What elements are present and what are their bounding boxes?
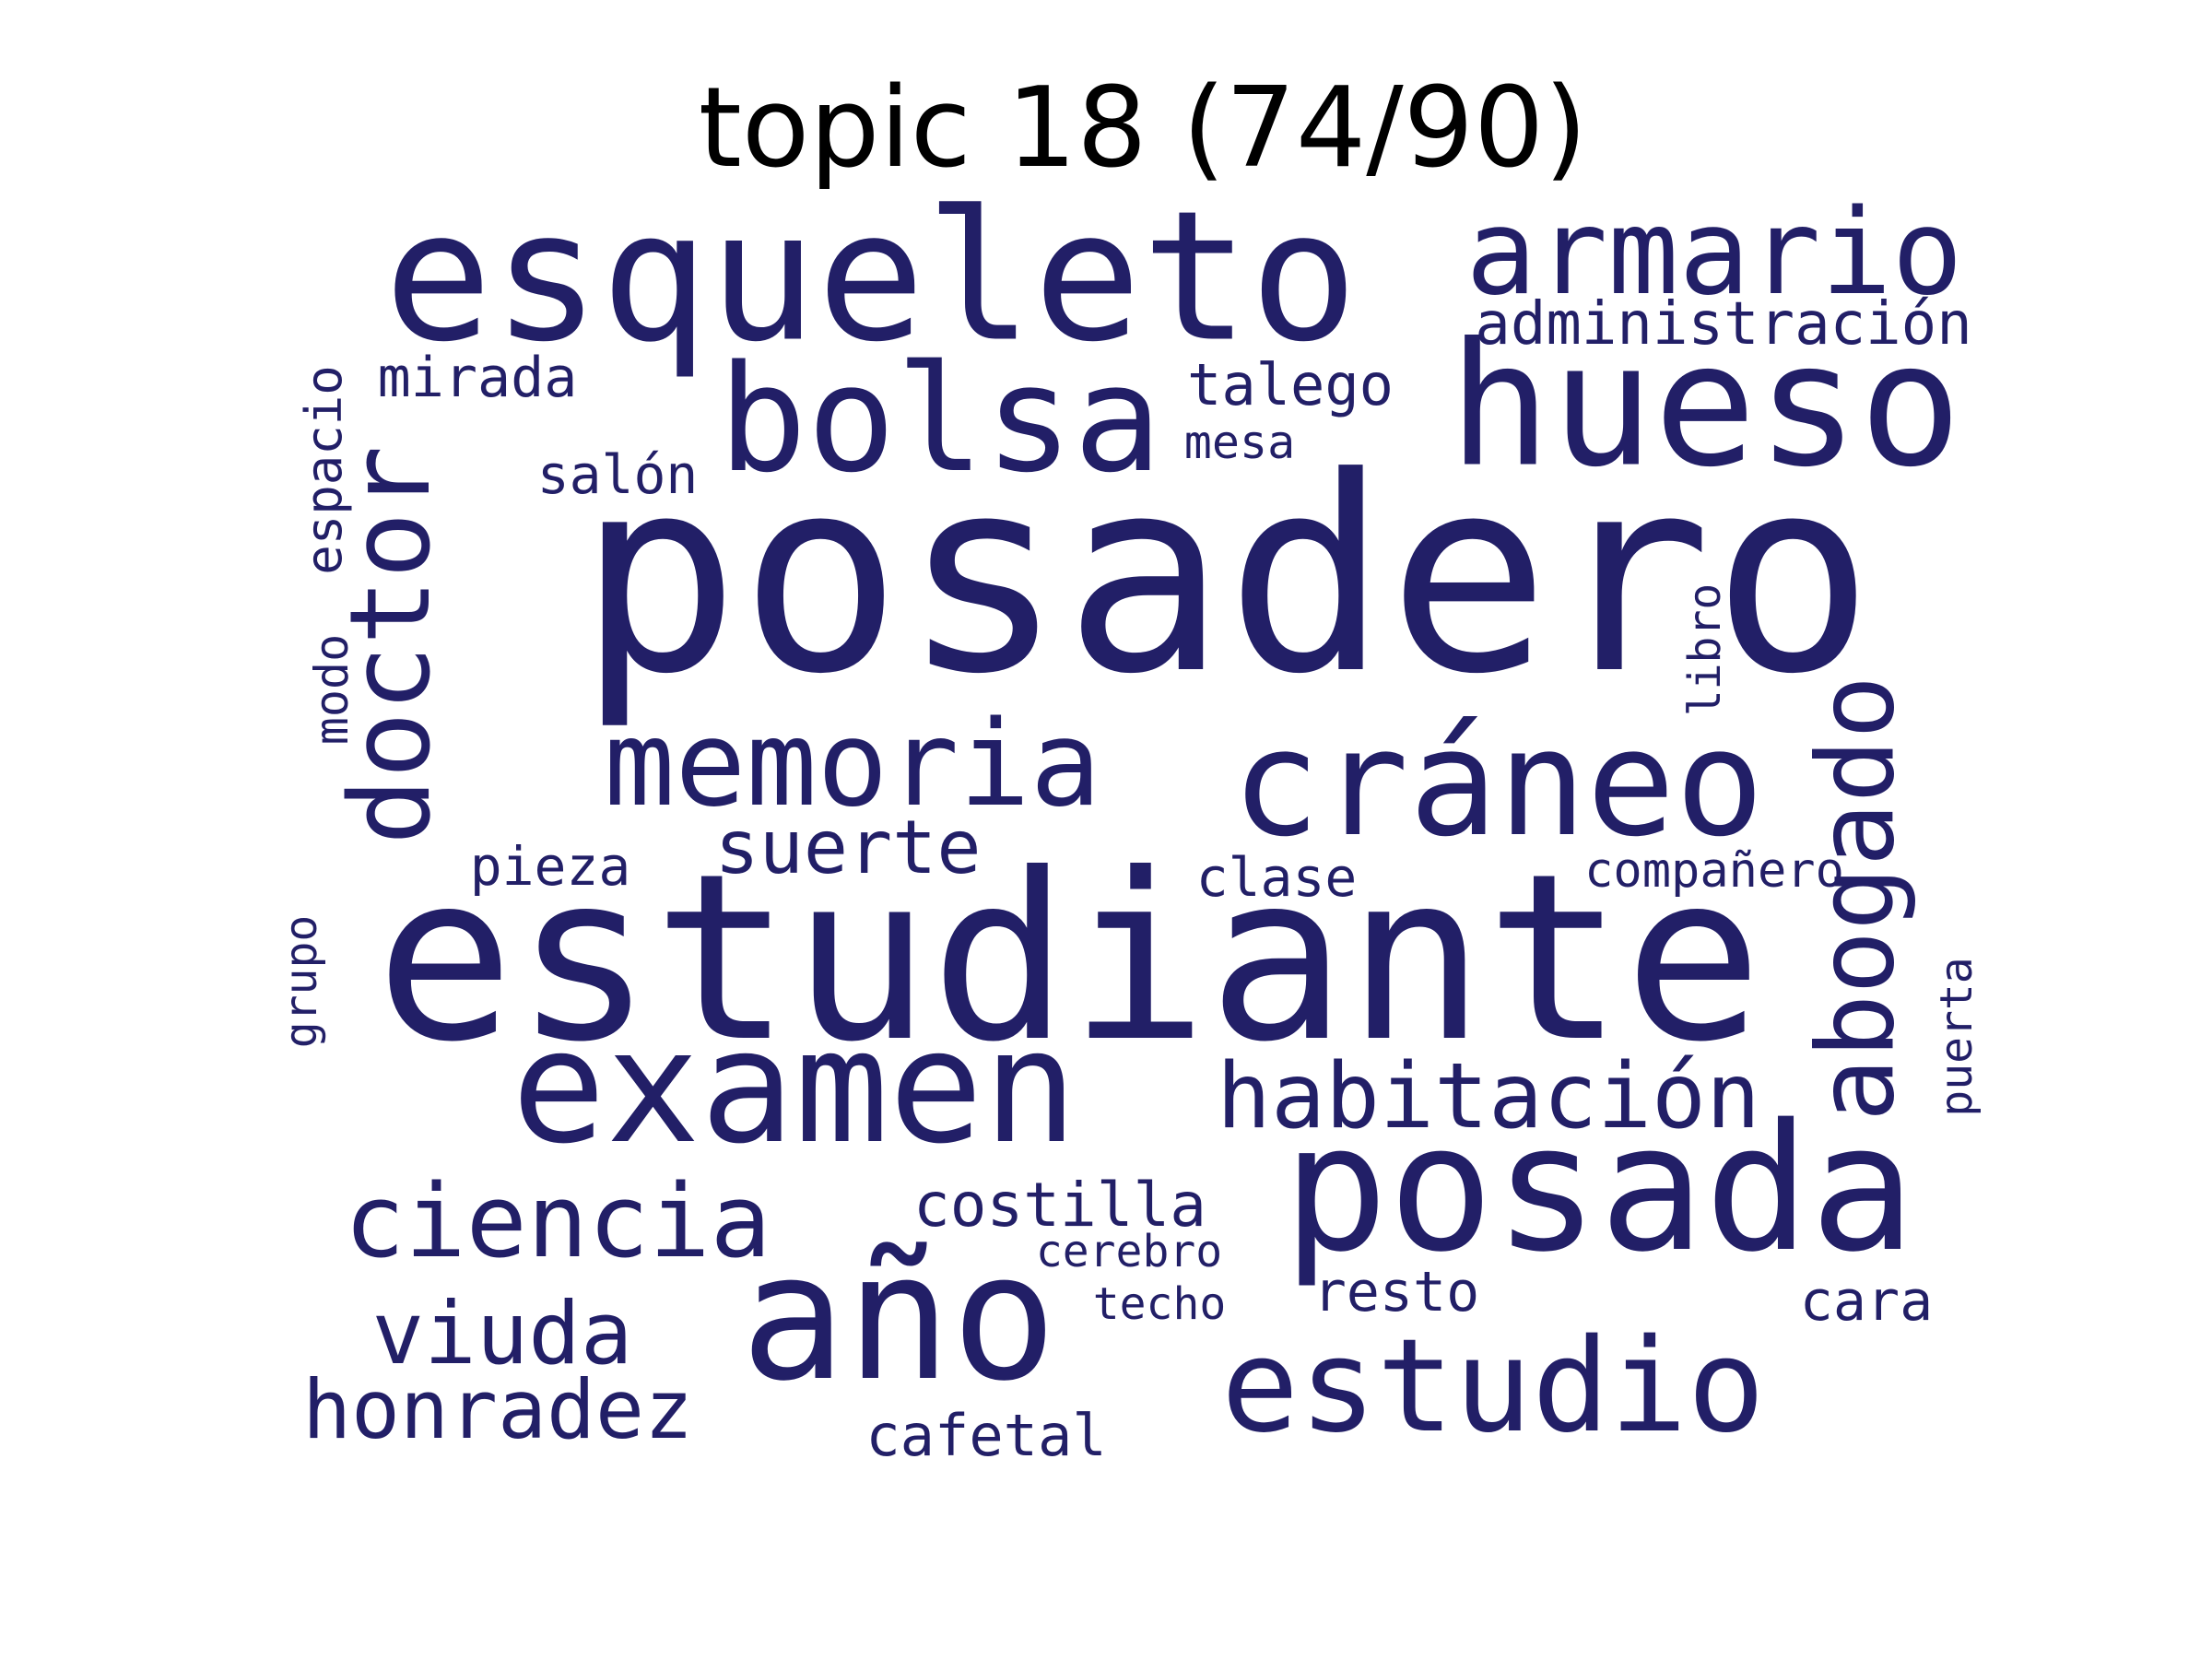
word-abogado: abogado	[1794, 675, 1919, 1123]
word-libro: libro	[1679, 582, 1731, 717]
word-mirada: mirada	[377, 346, 578, 410]
word-companero: compañero	[1584, 843, 1844, 899]
word-cerebro: cerebro	[1035, 1226, 1223, 1277]
word-ciencia: ciencia	[344, 1162, 771, 1280]
word-estudio: estudio	[1220, 1312, 1766, 1462]
word-mesa: mesa	[1183, 416, 1296, 469]
word-bolsa: bolsa	[718, 333, 1162, 505]
chart-title: topic 18 (74/90)	[698, 65, 1588, 193]
word-cara: cara	[1799, 1269, 1934, 1334]
word-suerte: suerte	[714, 805, 982, 890]
word-hueso: hueso	[1448, 305, 1962, 505]
word-talego: talego	[1187, 351, 1394, 418]
word-administracion: administración	[1475, 290, 1972, 359]
word-techo: techo	[1092, 1278, 1227, 1330]
word-pieza: pieza	[469, 835, 631, 898]
word-espacio: espacio	[295, 365, 353, 575]
word-armario: armario	[1465, 184, 1963, 322]
word-posadero: posadero	[577, 419, 1875, 733]
word-grupo: grupo	[276, 914, 327, 1049]
word-modo: modo	[305, 633, 359, 746]
word-habitacion: habitación	[1216, 1044, 1761, 1149]
word-esqueleto: esqueleto	[383, 171, 1359, 382]
word-puerta: puerta	[1931, 957, 1983, 1117]
word-memoria: memoria	[604, 696, 1101, 833]
word-resto: resto	[1312, 1260, 1480, 1324]
word-examen: examen	[511, 996, 1078, 1179]
word-costilla: costilla	[913, 1170, 1206, 1241]
word-clase: clase	[1195, 846, 1358, 909]
word-honradez: honradez	[302, 1362, 693, 1457]
word-estudiante: estudiante	[375, 824, 1763, 1092]
word-ano: año	[740, 1216, 1057, 1419]
word-viuda: viuda	[371, 1284, 633, 1384]
word-cafetal: cafetal	[865, 1402, 1107, 1469]
word-salon: salón	[536, 443, 699, 506]
word-craneo: cráneo	[1231, 697, 1764, 869]
word-posada: posada	[1282, 1087, 1916, 1290]
